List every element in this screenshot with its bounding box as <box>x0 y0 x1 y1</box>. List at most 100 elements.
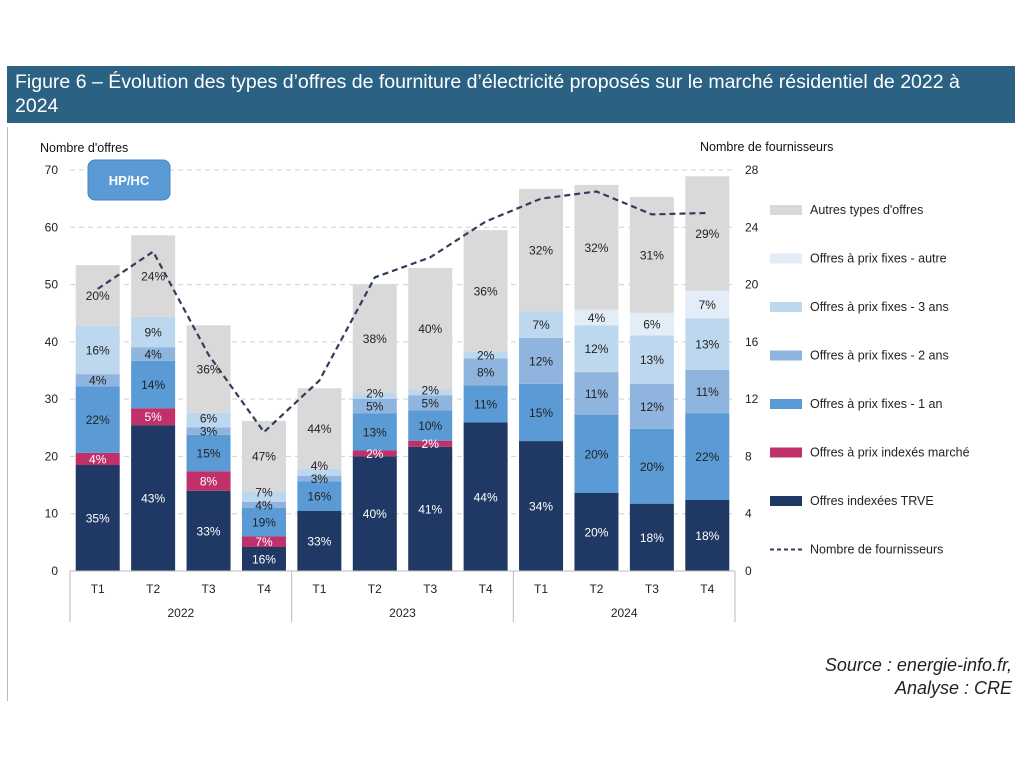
bar-segment <box>297 475 342 482</box>
bar-segment <box>75 325 120 375</box>
bar-segment <box>574 309 619 326</box>
bar-segment <box>574 492 619 571</box>
bar-segment <box>519 188 564 312</box>
bar-segment <box>463 385 508 423</box>
bar-segment <box>241 491 286 502</box>
data-label: 14% <box>141 378 165 392</box>
data-label: 16% <box>307 490 331 504</box>
x-tick-label: T4 <box>479 582 493 596</box>
data-label: 33% <box>197 524 221 538</box>
bar-segment <box>241 501 286 508</box>
legend-swatch <box>770 496 802 506</box>
bar-segment <box>186 490 231 571</box>
data-label: 22% <box>695 450 719 464</box>
data-label: 29% <box>695 227 719 241</box>
bar-segment <box>241 546 286 571</box>
legend-label: Offres à prix fixes - 3 ans <box>810 300 949 314</box>
y2-tick-label: 20 <box>745 278 759 292</box>
data-label: 20% <box>584 525 608 539</box>
bar-segment <box>685 413 730 500</box>
data-label: 5% <box>366 399 384 413</box>
data-label: 15% <box>529 406 553 420</box>
y2-tick-label: 28 <box>745 163 759 177</box>
data-label: 41% <box>418 502 442 516</box>
bar-segment <box>75 374 120 387</box>
data-label: 20% <box>584 447 608 461</box>
y-tick-label: 0 <box>51 564 58 578</box>
bar-segment <box>75 452 120 465</box>
bar-segment <box>186 471 231 491</box>
data-label: 7% <box>532 318 550 332</box>
data-label: 18% <box>695 529 719 543</box>
data-label: 2% <box>422 383 440 397</box>
data-label: 2% <box>422 437 440 451</box>
data-label: 3% <box>311 472 329 486</box>
bar-segment <box>408 410 453 441</box>
data-label: 12% <box>640 400 664 414</box>
data-label: 15% <box>197 446 221 460</box>
bar-segment <box>186 325 231 413</box>
bar-segment <box>463 422 508 571</box>
bar-segment <box>408 267 453 390</box>
y2-tick-label: 4 <box>745 507 752 521</box>
y2-tick-label: 8 <box>745 449 752 463</box>
x-group-label: 2022 <box>167 606 194 620</box>
bar-segment <box>629 428 674 504</box>
data-label: 5% <box>144 410 162 424</box>
x-group-label: 2024 <box>611 606 638 620</box>
data-label: 19% <box>252 516 276 530</box>
bar-segment <box>463 351 508 359</box>
x-tick-label: T4 <box>700 582 714 596</box>
bar-segment <box>241 420 286 492</box>
data-label: 34% <box>529 500 553 514</box>
y-tick-label: 30 <box>45 392 59 406</box>
bar-segment <box>685 318 730 370</box>
data-label: 31% <box>640 248 664 262</box>
legend-label: Offres indexées TRVE <box>810 494 934 508</box>
bar-segment <box>186 412 231 428</box>
x-tick-label: T2 <box>368 582 382 596</box>
bar-segment <box>352 398 397 414</box>
data-label: 10% <box>418 419 442 433</box>
x-tick-label: T3 <box>202 582 216 596</box>
data-label: 2% <box>477 349 495 363</box>
legend-swatch <box>770 447 802 458</box>
bar-segment <box>685 369 730 414</box>
y-tick-label: 40 <box>45 335 59 349</box>
bar-segment <box>408 446 453 571</box>
bar-segment <box>519 441 564 571</box>
bar-segment <box>352 393 397 399</box>
figure-title: Figure 6 – Évolution des types d’offres … <box>7 66 1015 123</box>
analysis-line: Analyse : CRE <box>894 678 1012 698</box>
badge <box>87 159 171 201</box>
data-label: 12% <box>529 354 553 368</box>
bar-segment <box>629 503 674 571</box>
data-label: 36% <box>474 284 498 298</box>
data-label: 6% <box>643 318 661 332</box>
bar-segment <box>685 499 730 571</box>
bar-segment <box>352 283 397 394</box>
data-label: 8% <box>200 474 218 488</box>
y-tick-label: 10 <box>45 507 59 521</box>
data-label: 11% <box>585 387 608 401</box>
legend-swatch <box>770 205 802 215</box>
data-label: 12% <box>584 342 608 356</box>
data-label: 13% <box>640 353 664 367</box>
x-tick-label: T1 <box>534 582 548 596</box>
y2-tick-label: 0 <box>745 564 752 578</box>
bar-segment <box>629 312 674 336</box>
y-axis-title: Nombre d'offres <box>40 141 128 155</box>
data-label: 40% <box>363 507 387 521</box>
bar-segment <box>241 536 286 547</box>
y2-axis-title: Nombre de fournisseurs <box>700 140 833 154</box>
badge-label: HP/HC <box>109 173 150 188</box>
data-label: 20% <box>640 460 664 474</box>
data-label: 6% <box>200 412 218 426</box>
bar-segment <box>241 507 286 537</box>
bar-segment <box>519 383 564 442</box>
bar-segment <box>685 176 730 291</box>
legend-label: Nombre de fournisseurs <box>810 543 943 557</box>
bar-segment <box>131 235 176 317</box>
bar-segment <box>297 388 342 469</box>
